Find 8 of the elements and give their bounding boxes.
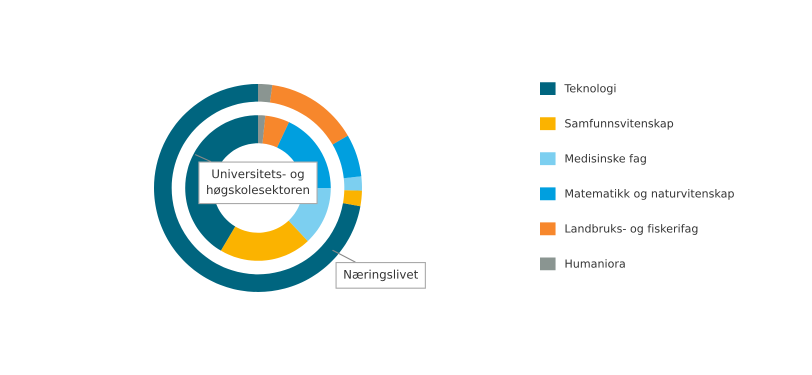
legend-label: Samfunnsvitenskap: [565, 118, 674, 130]
legend-label: Medisinske fag: [566, 154, 646, 165]
legend-label: Teknologi: [564, 84, 616, 95]
legend-label: Humaniora: [566, 259, 625, 268]
slice-label: Universitets- og høgskolesektoren: [207, 169, 309, 196]
legend-label: Landbruks- og fiskerifag: [566, 224, 698, 235]
slice-label: Næringslivet: [344, 270, 418, 282]
legend-label: Matematikk og naturvitenskap: [566, 189, 734, 200]
